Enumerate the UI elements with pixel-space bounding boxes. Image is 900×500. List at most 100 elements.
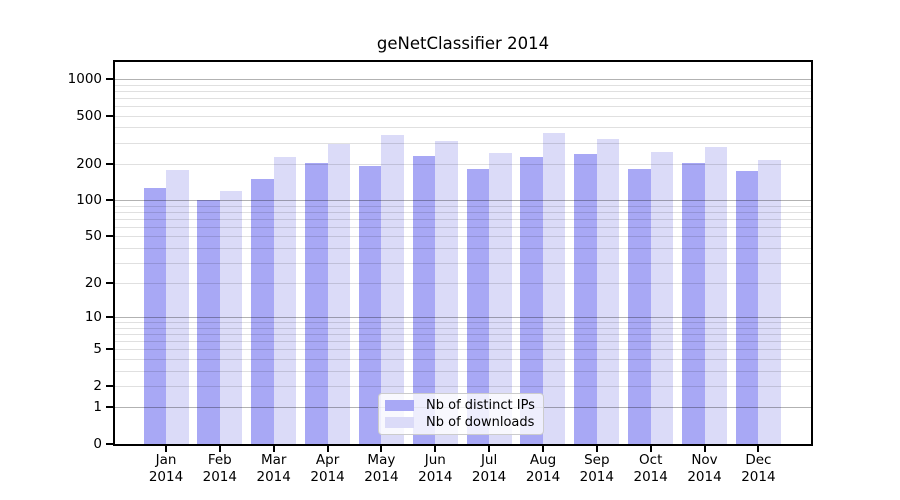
bar-downloads-feb [219,190,243,444]
x-tick-mark-jan [165,446,167,452]
x-tick-label-jan: Jan 2014 [148,452,184,485]
gridline-8 [115,327,811,329]
bar-distinct-ips-nov [682,163,705,444]
x-tick-label-nov: Nov 2014 [687,452,722,485]
bar-downloads-oct [650,151,674,444]
gridline-100 [115,200,811,202]
gridline-2 [115,386,811,387]
y-tick-mark-500 [106,114,113,117]
y-tick-mark-5 [106,348,113,351]
x-tick-mark-feb [218,446,221,452]
gridline-600 [115,106,811,107]
y-tick-label-0: 0 [93,436,102,452]
bar-downloads-dec [758,159,781,444]
bar-downloads-mar [273,156,297,444]
y-tick-label-5: 5 [93,341,102,358]
gridline-6 [115,341,811,343]
y-tick-label-2: 2 [93,378,102,394]
x-tick-label-oct: Oct 2014 [633,452,668,485]
gridline-4 [115,359,811,360]
gridline-700 [115,97,811,99]
x-tick-label-feb: Feb 2014 [202,452,237,485]
x-tick-mark-may [380,446,383,452]
bar-downloads-may [381,134,404,444]
bar-downloads-jul [489,153,512,444]
gridline-900 [115,84,811,86]
gridline-800 [115,90,811,92]
legend: Nb of distinct IPs Nb of downloads [378,393,544,435]
gridline-50 [115,236,811,238]
gridline-9 [115,322,811,324]
gridline-20 [115,283,811,285]
legend-label-downloads: Nb of downloads [426,415,535,430]
legend-item-downloads: Nb of downloads [385,415,537,430]
legend-swatch-distinct-ips [385,400,414,411]
bar-distinct-ips-jul [466,169,490,444]
gridline-3 [115,370,811,372]
y-tick-label-10: 10 [84,309,102,326]
bar-distinct-ips-oct [628,168,651,444]
bar-downloads-nov [704,146,727,444]
x-tick-mark-jun [434,446,437,452]
gridline-90 [115,205,811,207]
x-tick-mark-mar [272,446,275,452]
x-tick-label-may: May 2014 [364,452,399,485]
x-tick-label-sep: Sep 2014 [579,452,614,485]
y-tick-label-20: 20 [84,275,102,292]
y-tick-mark-0 [106,443,113,445]
x-tick-mark-aug [542,446,544,452]
x-tick-mark-nov [703,446,706,452]
gridline-400 [115,127,811,129]
y-tick-mark-20 [106,282,113,285]
x-tick-mark-jul [488,446,491,452]
gridline-10 [115,317,811,319]
y-tick-mark-50 [106,235,113,238]
legend-swatch-downloads [385,417,414,428]
gridline-70 [115,218,811,220]
y-tick-label-200: 200 [76,155,102,172]
bar-distinct-ips-aug [520,156,543,444]
x-tick-mark-sep [595,446,598,452]
gridline-200 [115,163,811,165]
y-tick-mark-1 [106,406,113,409]
bar-distinct-ips-jun [412,156,436,444]
x-tick-label-jul: Jul 2014 [471,452,507,485]
bar-distinct-ips-mar [251,178,274,444]
gridline-500 [115,115,811,117]
gridline-80 [115,211,811,213]
bar-downloads-jun [435,141,458,444]
gridline-300 [115,142,811,144]
y-tick-mark-200 [106,162,113,165]
y-tick-label-1000: 1000 [67,71,102,87]
gridline-7 [115,334,811,336]
x-tick-mark-oct [649,446,652,452]
x-tick-label-jun: Jun 2014 [418,452,453,485]
y-tick-label-100: 100 [76,192,102,209]
gridline-5 [115,349,811,351]
y-tick-mark-1000 [106,78,113,80]
chart-title: geNetClassifier 2014 [376,34,550,53]
gridline-60 [115,226,811,228]
y-tick-mark-10 [106,316,113,319]
gridline-30 [115,262,811,264]
x-tick-label-mar: Mar 2014 [256,452,291,485]
x-tick-label-apr: Apr 2014 [310,452,345,485]
gridline-1000 [115,79,811,80]
gridline-40 [115,247,811,249]
x-tick-mark-apr [326,446,329,452]
bar-distinct-ips-apr [305,163,328,444]
y-tick-mark-100 [106,199,113,202]
x-tick-label-aug: Aug 2014 [525,452,561,485]
y-tick-mark-2 [106,385,113,387]
legend-item-distinct-ips: Nb of distinct IPs [385,398,537,413]
x-tick-label-dec: Dec 2014 [741,452,776,485]
bar-downloads-sep [596,139,620,444]
bar-distinct-ips-jan [143,188,166,444]
plot-area [113,60,813,446]
y-tick-label-500: 500 [76,107,102,124]
bar-distinct-ips-dec [735,171,759,444]
x-tick-mark-dec [757,446,760,452]
bar-downloads-aug [542,133,566,444]
bar-distinct-ips-sep [574,153,597,444]
